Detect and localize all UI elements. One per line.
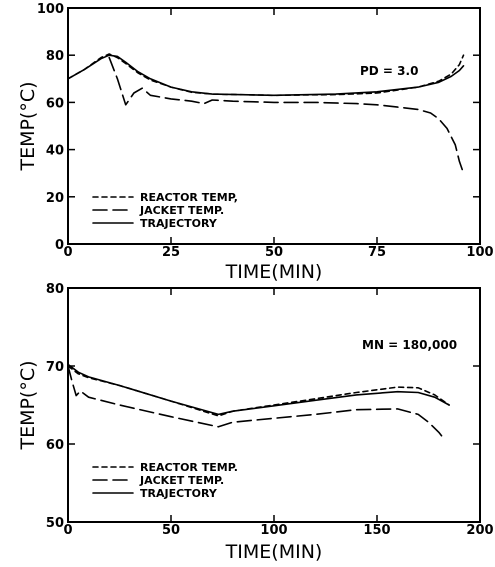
- legend-label: TRAJECTORY: [140, 217, 218, 230]
- x-axis-title: TIME(MIN): [225, 261, 323, 283]
- y-tick-label: 60: [46, 96, 64, 111]
- x-tick-label: 100: [260, 523, 287, 538]
- series-line-solid: [67, 54, 465, 97]
- plot-frame: [67, 7, 481, 245]
- x-tick-label: 25: [162, 245, 180, 260]
- y-axis-title: TEMP(°C): [17, 81, 39, 171]
- series-line-long: [108, 56, 465, 174]
- annotation-label: PD = 3.0: [360, 64, 418, 78]
- annotation-label: MN = 180,000: [362, 338, 457, 352]
- y-tick-label: 100: [37, 2, 64, 17]
- x-axis-title: TIME(MIN): [225, 541, 323, 563]
- series-line-solid: [67, 363, 450, 416]
- legend-label: JACKET TEMP.: [139, 474, 224, 487]
- legend-label: TRAJECTORY: [140, 487, 218, 500]
- y-tick-label: 50: [46, 516, 64, 531]
- y-tick-label: 70: [46, 360, 64, 375]
- legend-label: REACTOR TEMP,: [140, 191, 238, 204]
- legend-label: JACKET TEMP.: [139, 204, 224, 217]
- x-tick-label: 0: [63, 523, 72, 538]
- y-tick-label: 60: [46, 438, 64, 453]
- x-tick-label: 100: [466, 245, 493, 260]
- x-tick-label: 200: [466, 523, 493, 538]
- x-tick-label: 50: [162, 523, 180, 538]
- x-tick-label: 75: [368, 245, 386, 260]
- y-tick-label: 40: [46, 144, 64, 159]
- y-axis-title: TEMP(°C): [17, 360, 39, 450]
- x-tick-label: 150: [363, 523, 390, 538]
- x-tick-label: 50: [265, 245, 283, 260]
- y-tick-label: 80: [46, 49, 64, 64]
- y-tick-label: 80: [46, 282, 64, 297]
- chart-pd: 0 25 50 75 100 0 20 40 60 80 100 TIME(MIN) TEMP(°C) P…: [17, 2, 494, 283]
- legend-label: REACTOR TEMP.: [140, 461, 238, 474]
- y-tick-label: 20: [46, 191, 64, 206]
- y-tick-label: 0: [55, 238, 64, 253]
- x-tick-label: 0: [63, 245, 72, 260]
- chart-mn: 0 50 100 150 20050607080TIME(MIN)TEMP(°C)MN …: [17, 282, 494, 563]
- series-line-long: [67, 365, 446, 441]
